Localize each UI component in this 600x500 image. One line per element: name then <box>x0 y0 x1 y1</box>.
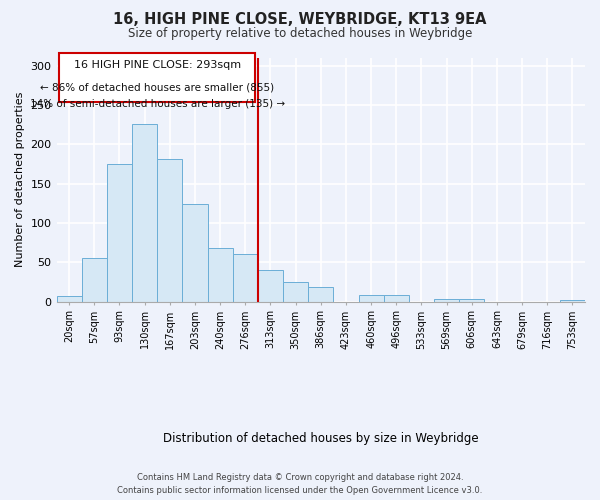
Text: ← 86% of detached houses are smaller (855): ← 86% of detached houses are smaller (85… <box>40 82 274 92</box>
FancyBboxPatch shape <box>59 53 255 102</box>
X-axis label: Distribution of detached houses by size in Weybridge: Distribution of detached houses by size … <box>163 432 479 445</box>
Bar <box>107 164 132 302</box>
Bar <box>233 254 258 302</box>
Bar <box>359 294 383 302</box>
Text: Size of property relative to detached houses in Weybridge: Size of property relative to detached ho… <box>128 28 472 40</box>
Bar <box>434 298 459 302</box>
Bar <box>182 204 208 302</box>
Bar <box>283 282 308 302</box>
Bar <box>560 300 585 302</box>
Bar <box>258 270 283 302</box>
Bar <box>56 296 82 302</box>
Bar <box>208 248 233 302</box>
Bar <box>157 159 182 302</box>
Bar <box>82 258 107 302</box>
Text: 14% of semi-detached houses are larger (135) →: 14% of semi-detached houses are larger (… <box>29 99 285 109</box>
Bar <box>383 296 409 302</box>
Text: Contains HM Land Registry data © Crown copyright and database right 2024.
Contai: Contains HM Land Registry data © Crown c… <box>118 474 482 495</box>
Y-axis label: Number of detached properties: Number of detached properties <box>15 92 25 268</box>
Bar <box>459 300 484 302</box>
Text: 16 HIGH PINE CLOSE: 293sqm: 16 HIGH PINE CLOSE: 293sqm <box>74 60 241 70</box>
Text: 16, HIGH PINE CLOSE, WEYBRIDGE, KT13 9EA: 16, HIGH PINE CLOSE, WEYBRIDGE, KT13 9EA <box>113 12 487 28</box>
Bar <box>308 286 334 302</box>
Bar <box>132 124 157 302</box>
